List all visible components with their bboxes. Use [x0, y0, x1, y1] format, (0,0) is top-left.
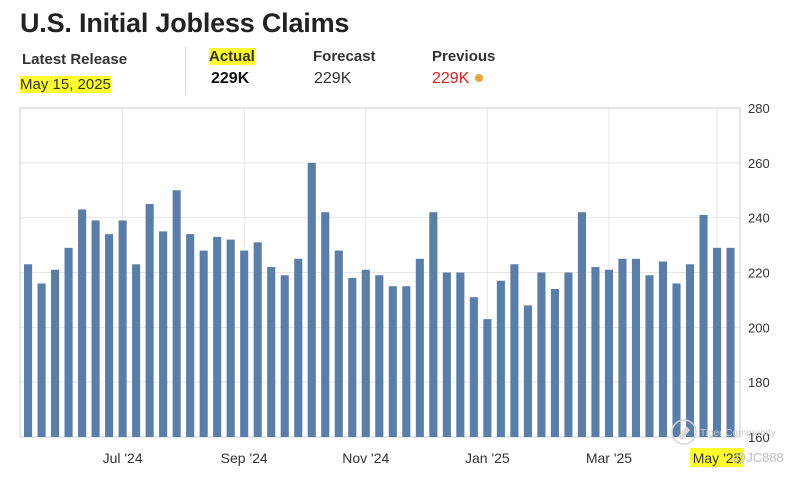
- bar: [388, 286, 397, 437]
- bar: [618, 258, 627, 437]
- y-tick-label: 200: [748, 320, 770, 335]
- bar: [267, 267, 276, 437]
- x-tick-label: Sep '24: [221, 450, 268, 466]
- bar: [537, 272, 546, 437]
- y-tick-label: 280: [748, 101, 770, 116]
- bar: [375, 275, 384, 437]
- y-tick-label: 240: [748, 211, 770, 226]
- bar: [105, 234, 114, 437]
- bar: [118, 220, 127, 437]
- bar: [226, 239, 235, 437]
- bar: [361, 269, 370, 437]
- bar: [132, 264, 141, 437]
- bar: [78, 209, 87, 437]
- bar: [564, 272, 573, 437]
- previous-value: 229K: [432, 70, 484, 88]
- circle-dot-icon: [475, 74, 484, 82]
- y-tick-label: 260: [748, 156, 770, 171]
- bar: [186, 234, 195, 437]
- y-tick-label: 180: [748, 375, 770, 390]
- bar: [24, 264, 33, 437]
- watermark-handle: @JC888: [733, 450, 784, 465]
- bar: [402, 286, 411, 437]
- bar: [321, 212, 330, 437]
- chart-bars: [24, 162, 735, 438]
- bar: [294, 258, 303, 437]
- y-tick-label: 220: [748, 266, 770, 281]
- bar: [658, 261, 668, 437]
- bar: [672, 283, 681, 437]
- actual-label-text: Actual: [209, 48, 255, 65]
- bar: [429, 212, 438, 437]
- latest-release-date: May 15, 2025: [20, 76, 111, 93]
- bar: [253, 242, 262, 437]
- bar: [726, 247, 735, 437]
- bar: [51, 269, 60, 437]
- bar: [699, 214, 708, 437]
- bar: [37, 283, 46, 437]
- bar: [456, 272, 465, 437]
- bar: [415, 258, 424, 437]
- x-tick-label: Mar '25: [586, 450, 632, 466]
- bar: [685, 264, 695, 437]
- x-axis-ticks: Jul '24 Sep '24 Nov '24 Jan '25 Mar '25 May '…: [103, 448, 745, 467]
- bar: [172, 190, 181, 437]
- bar: [496, 280, 505, 437]
- x-tick-label: Nov '24: [342, 450, 389, 466]
- bar: [213, 236, 222, 437]
- bar: [510, 264, 519, 437]
- bar: [550, 288, 559, 437]
- latest-release-label: Latest Release: [22, 51, 128, 68]
- bar: [348, 277, 357, 437]
- bar: [280, 275, 289, 437]
- x-tick-label: Jul '24: [103, 450, 143, 466]
- y-axis-ticks: 160 180 200 220 240 260 280: [748, 101, 770, 445]
- header-divider: [185, 47, 186, 95]
- actual-value: 229K: [211, 70, 250, 87]
- x-tick-label: May '25: [693, 450, 742, 466]
- bar: [159, 231, 168, 437]
- tiger-logo-icon: [671, 419, 697, 445]
- x-tick-label: Jan '25: [465, 450, 510, 466]
- bar: [307, 162, 316, 438]
- bar: [199, 250, 208, 437]
- forecast-label: Forecast: [313, 48, 376, 65]
- bar: [64, 247, 73, 437]
- bar: [631, 258, 641, 437]
- bar: [442, 272, 451, 437]
- bar: [645, 275, 654, 437]
- actual-label: Actual: [209, 48, 255, 65]
- x-tick-highlight: [690, 448, 745, 467]
- bar: [577, 212, 586, 437]
- bar: [483, 319, 492, 437]
- bar: [469, 297, 478, 437]
- watermark-text: Tiger Community: [700, 428, 776, 439]
- bar: [712, 247, 722, 437]
- previous-value-text: 229K: [432, 70, 470, 87]
- bar: [604, 269, 614, 437]
- bar: [334, 250, 343, 437]
- forecast-value: 229K: [314, 70, 352, 87]
- bar: [145, 203, 154, 437]
- y-tick-label: 160: [748, 430, 770, 445]
- bar: [591, 267, 600, 437]
- bar: [240, 250, 249, 437]
- bar: [523, 305, 532, 437]
- bar: [91, 220, 100, 437]
- page-title: U.S. Initial Jobless Claims: [20, 8, 350, 38]
- previous-label: Previous: [432, 48, 496, 65]
